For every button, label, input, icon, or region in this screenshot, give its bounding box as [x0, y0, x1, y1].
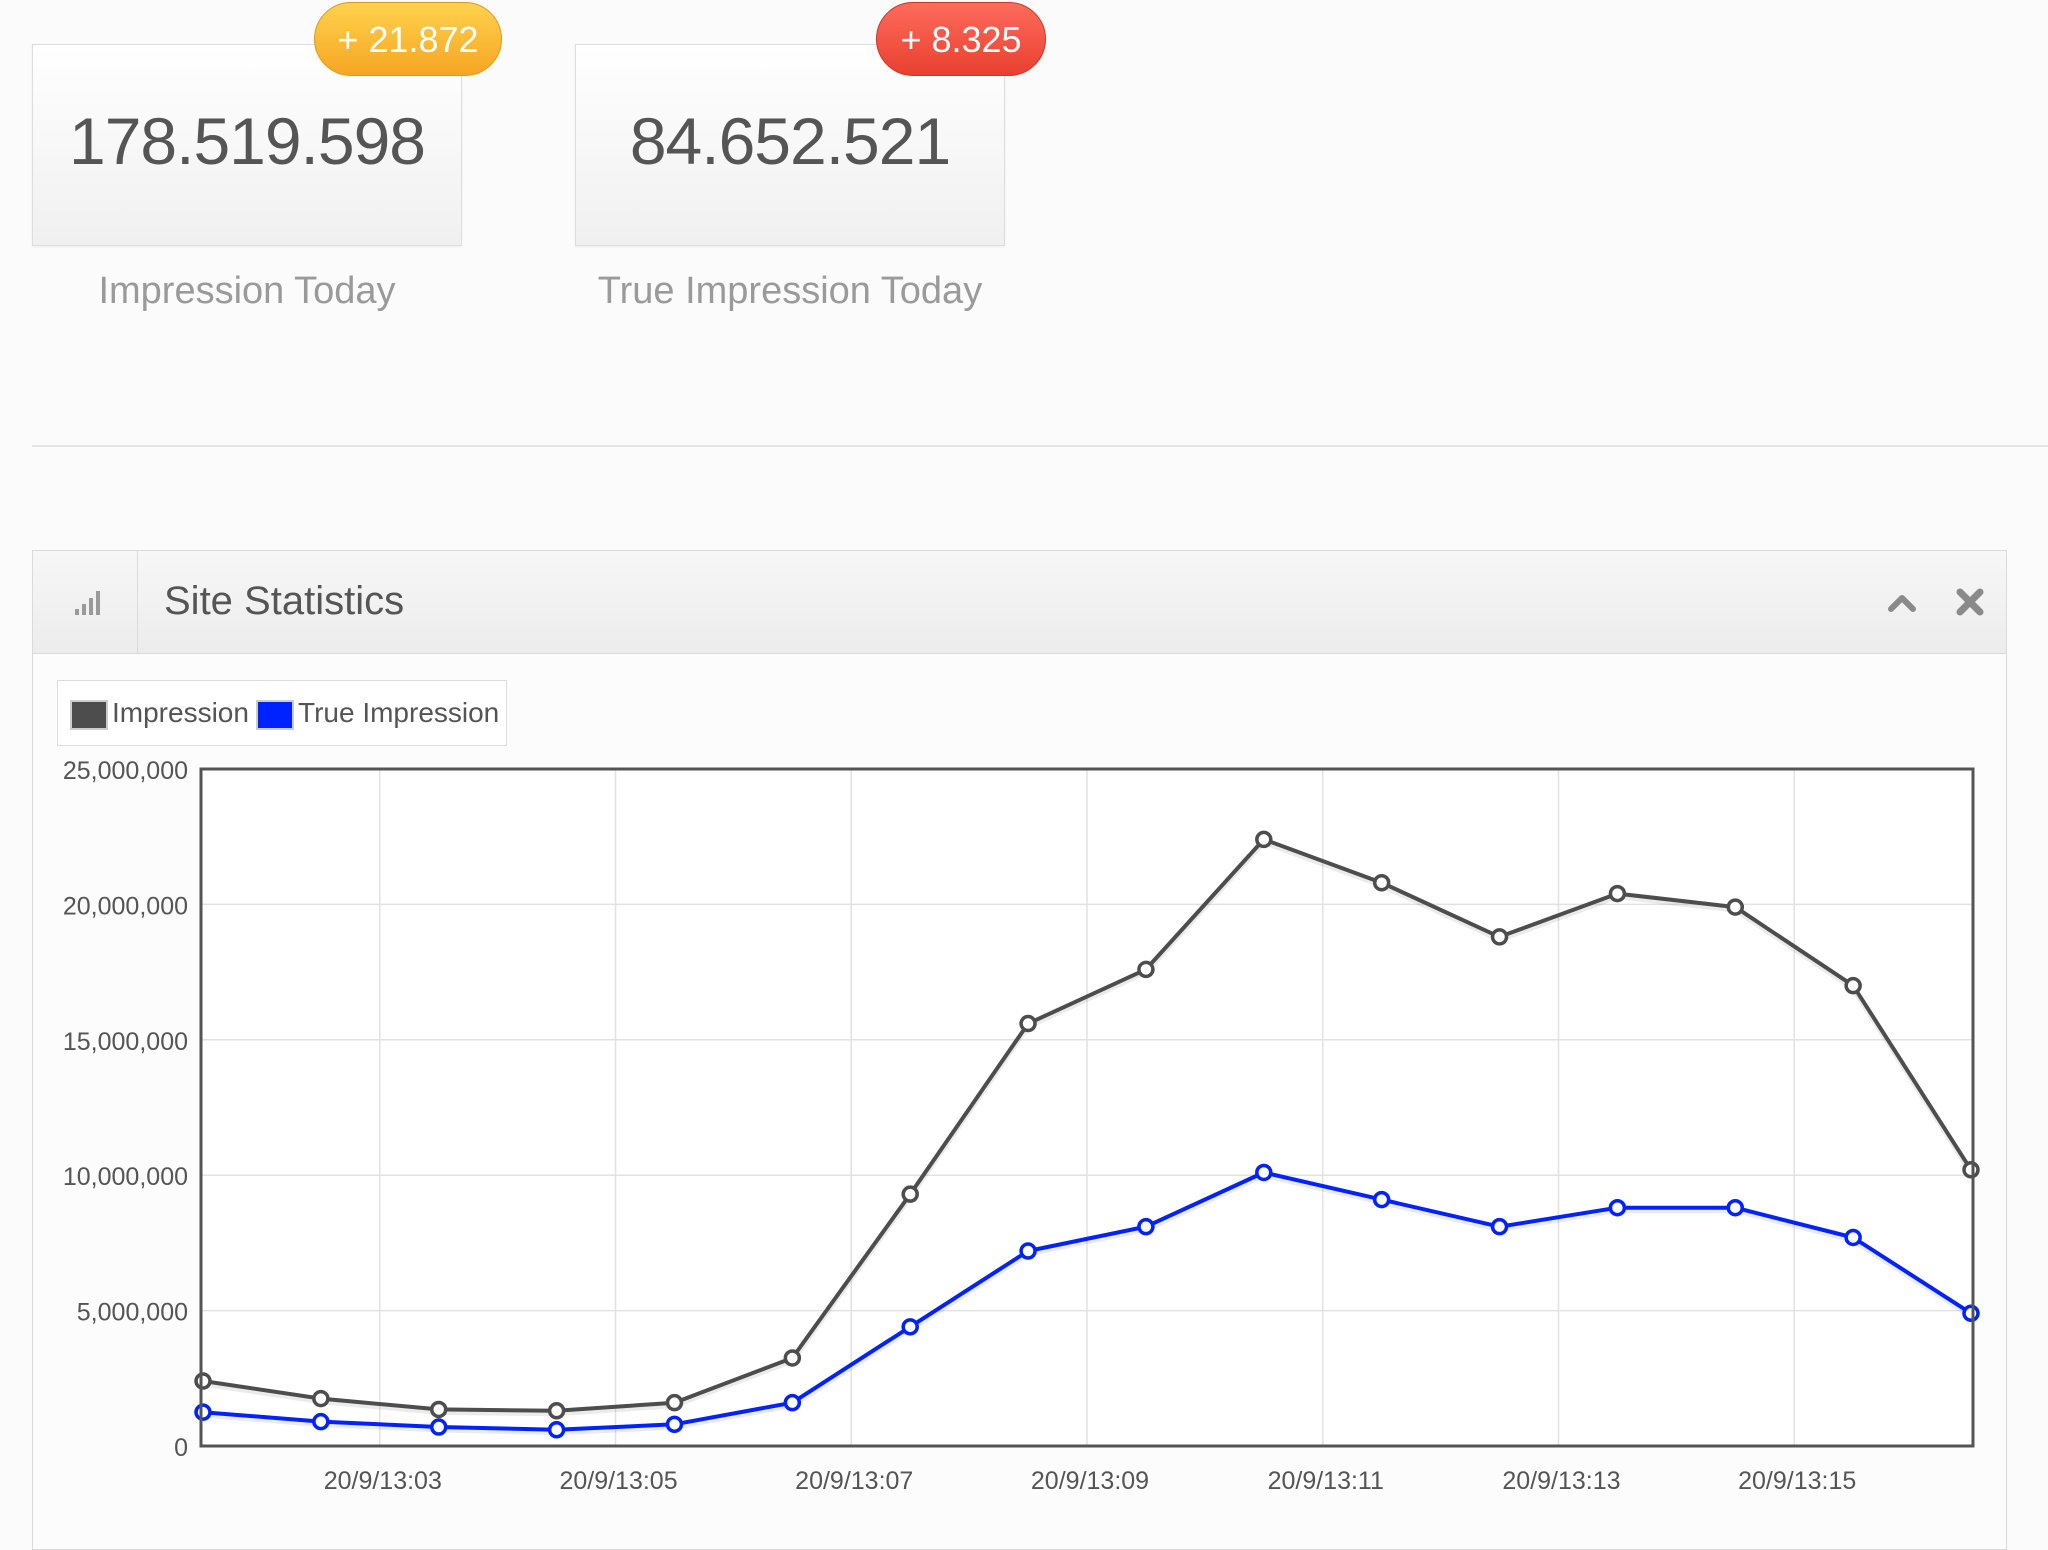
y-tick-label: 10,000,000: [63, 1163, 188, 1191]
data-point-true-impression: [1608, 1198, 1627, 1217]
data-point-true-impression: [1962, 1304, 1980, 1323]
data-point-impression: [1019, 1014, 1037, 1033]
data-point-impression: [1608, 884, 1627, 903]
data-point-impression: [783, 1349, 802, 1367]
legend-swatch-true-impression: [256, 699, 294, 730]
x-tick-label: 20/9/13:11: [1268, 1467, 1384, 1495]
y-tick-label: 5,000,000: [77, 1299, 188, 1327]
series-shadow-impression: [202, 839, 1974, 1417]
data-point-true-impression: [1019, 1242, 1037, 1260]
data-point-impression: [429, 1400, 448, 1419]
legend-label-true-impression: True Impression: [298, 697, 500, 728]
legend-label-impression: Impression: [112, 697, 249, 728]
data-point-impression: [1844, 976, 1862, 995]
data-point-impression: [901, 1185, 919, 1203]
x-tick-label: 20/9/13:05: [559, 1467, 677, 1495]
impression-today-label: Impression Today: [98, 270, 396, 312]
impression-today-card: 178.519.598: [32, 44, 462, 246]
y-tick-label: 20,000,000: [63, 892, 188, 920]
x-tick-label: 20/9/13:07: [795, 1467, 913, 1495]
data-point-impression: [1137, 960, 1155, 979]
data-point-impression: [1490, 928, 1509, 946]
true-impression-today-card: 84.652.521: [575, 44, 1005, 246]
series-shadow-true-impression: [202, 1173, 1973, 1436]
true-impression-delta-badge: + 8.325: [876, 2, 1046, 76]
close-button[interactable]: [1950, 579, 1990, 625]
close-icon: [1956, 588, 1984, 616]
data-point-true-impression: [429, 1418, 448, 1436]
x-tick-label: 20/9/13:03: [324, 1467, 442, 1495]
data-point-impression: [1726, 898, 1745, 916]
data-point-true-impression: [1490, 1217, 1509, 1236]
data-point-true-impression: [1137, 1217, 1155, 1236]
data-point-impression: [1372, 873, 1391, 892]
impression-delta-badge: + 21.872: [314, 2, 502, 76]
data-point-impression: [1962, 1161, 1980, 1179]
y-tick-label: 15,000,000: [63, 1028, 188, 1056]
impression-today-value: 178.519.598: [68, 104, 426, 178]
legend-swatch-impression: [70, 699, 108, 730]
true-impression-today-value: 84.652.521: [629, 104, 951, 178]
chart-legend: Impression True Impression: [57, 680, 507, 746]
x-tick-label: 20/9/13:15: [1738, 1467, 1856, 1495]
data-point-true-impression: [1844, 1228, 1862, 1247]
true-impression-today-label: True Impression Today: [597, 270, 983, 312]
plot-border: [199, 767, 1975, 1448]
x-tick-label: 20/9/13:09: [1031, 1467, 1149, 1495]
legend-item-true-impression[interactable]: True Impression: [256, 681, 499, 745]
data-point-true-impression: [547, 1421, 566, 1439]
series-line-impression: [202, 837, 1973, 1413]
data-point-true-impression: [1255, 1163, 1273, 1182]
y-tick-label: 25,000,000: [63, 757, 188, 785]
x-tick-label: 20/9/13:13: [1502, 1467, 1620, 1495]
data-point-impression: [547, 1402, 566, 1420]
data-point-true-impression: [665, 1415, 684, 1434]
data-point-true-impression: [1372, 1190, 1391, 1209]
data-point-true-impression: [194, 1403, 212, 1421]
series-line-true-impression: [202, 1170, 1973, 1432]
data-point-true-impression: [1726, 1198, 1745, 1217]
y-tick-label: 0: [174, 1434, 188, 1462]
data-point-true-impression: [312, 1412, 330, 1431]
bar-chart-icon: [75, 591, 100, 615]
section-divider: [32, 445, 2048, 447]
data-point-impression: [1255, 830, 1273, 849]
collapse-button[interactable]: [1882, 579, 1922, 625]
data-point-impression: [312, 1389, 330, 1408]
widget-icon-box: [33, 551, 138, 653]
widget-title: Site Statistics: [164, 579, 405, 623]
legend-item-impression[interactable]: Impression: [70, 681, 249, 745]
data-point-true-impression: [783, 1393, 802, 1412]
widget-header: Site Statistics: [33, 551, 2006, 654]
data-point-impression: [194, 1372, 212, 1390]
data-point-true-impression: [901, 1318, 919, 1336]
chevron-up-icon: [1888, 595, 1916, 612]
data-point-impression: [665, 1393, 684, 1412]
